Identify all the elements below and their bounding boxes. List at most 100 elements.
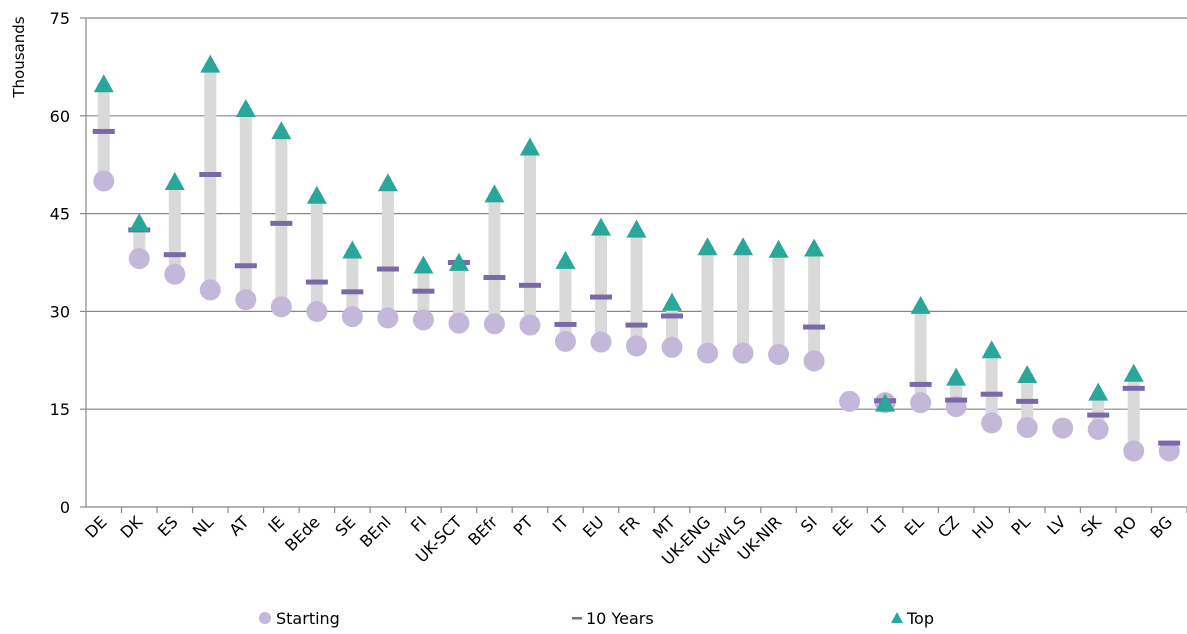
top-point-UK-ENG — [698, 237, 718, 255]
x-tick-label: EU — [579, 512, 608, 541]
ten-years-mark-BEde — [306, 280, 328, 285]
x-tick-label: PL — [1007, 512, 1034, 539]
y-tick-label: 60 — [50, 107, 70, 126]
x-tick-label: SI — [797, 512, 821, 536]
ten-years-mark-FI — [412, 289, 434, 294]
top-point-RO — [1124, 364, 1144, 382]
ten-years-mark-NL — [199, 172, 221, 177]
x-tick-label: BEfr — [464, 512, 501, 549]
ten-years-mark-SK — [1087, 413, 1109, 418]
range-bar-HU — [986, 349, 998, 423]
top-point-NL — [200, 55, 220, 73]
y-axis-title: Thousands — [10, 16, 28, 98]
y-axis-ticks: 0 15 30 45 60 75 — [50, 9, 70, 517]
ten-years-mark-CZ — [945, 398, 967, 403]
x-tick-label: IE — [264, 512, 288, 536]
top-point-UK-WLS — [733, 237, 753, 255]
ten-years-mark-BEnl — [377, 267, 399, 272]
range-bar-RO — [1128, 373, 1140, 451]
x-tick-label: LV — [1043, 512, 1069, 538]
ten-years-mark-RO — [1123, 386, 1145, 391]
range-bar-SI — [808, 248, 820, 361]
ten-years-mark-SE — [341, 289, 363, 294]
range-bar-IE — [275, 130, 287, 307]
x-tick-label: FI — [407, 512, 430, 535]
starting-point-UK-ENG — [697, 343, 718, 364]
starting-point-FI — [413, 309, 434, 330]
x-tick-label: AT — [225, 512, 252, 539]
ten-years-mark-PT — [519, 283, 541, 288]
top-point-BEnl — [378, 173, 398, 191]
ten-years-mark-DE — [93, 129, 115, 134]
starting-point-SK — [1088, 419, 1109, 440]
starting-point-BEfr — [484, 313, 505, 334]
top-point-SI — [804, 239, 824, 257]
starting-point-DE — [93, 171, 114, 192]
top-point-BEfr — [484, 184, 504, 202]
top-point-FI — [413, 255, 433, 273]
starting-point-EE — [839, 391, 860, 412]
top-point-IT — [555, 251, 575, 269]
legend-top-swatch — [891, 612, 903, 623]
x-tick-label: EL — [901, 512, 928, 539]
ten-years-mark-HU — [981, 392, 1003, 397]
starting-point-NL — [200, 279, 221, 300]
x-tick-label: NL — [189, 512, 217, 540]
y-tick-label: 30 — [50, 302, 70, 321]
y-tick-label: 45 — [50, 205, 70, 224]
x-tick-label: LT — [867, 512, 892, 537]
x-tick-label: CZ — [934, 512, 963, 541]
ten-years-mark-MT — [661, 313, 683, 318]
top-point-PL — [1017, 365, 1037, 383]
starting-point-IT — [555, 331, 576, 352]
top-point-DK — [129, 213, 149, 231]
starting-point-UK-SCT — [448, 313, 469, 334]
top-point-EL — [911, 296, 931, 314]
ten-years-mark-EL — [910, 382, 932, 387]
range-bar-FR — [631, 229, 643, 346]
legend-ten-years-label: 10 Years — [586, 609, 654, 628]
ten-years-mark-EU — [590, 295, 612, 300]
x-tick-label: RO — [1110, 512, 1140, 542]
starting-point-EL — [910, 392, 931, 413]
ten-years-mark-BEfr — [483, 275, 505, 280]
top-point-CZ — [946, 368, 966, 386]
x-tick-label: SE — [331, 512, 359, 540]
y-tick-label: 15 — [50, 400, 70, 419]
top-point-HU — [982, 340, 1002, 358]
x-tick-label: IT — [549, 512, 573, 536]
range-bar-ES — [169, 181, 181, 274]
x-tick-label: HU — [968, 512, 998, 542]
range-bar-UK-NIR — [773, 249, 785, 355]
starting-point-DK — [129, 248, 150, 269]
ten-years-mark-ES — [164, 252, 186, 257]
ten-years-mark-IE — [270, 221, 292, 226]
top-point-UK-NIR — [769, 240, 789, 258]
starting-point-ES — [164, 264, 185, 285]
x-tick-label: ES — [154, 512, 182, 540]
starting-point-IE — [271, 296, 292, 317]
range-bar-BEde — [311, 195, 323, 312]
x-tick-label: DE — [81, 512, 110, 541]
range-bar-PT — [524, 146, 536, 325]
starting-point-MT — [662, 337, 683, 358]
range-bar-UK-WLS — [737, 246, 749, 353]
x-tick-label: SK — [1077, 512, 1105, 540]
starting-point-BEnl — [377, 307, 398, 328]
x-tick-label: FR — [616, 512, 644, 540]
range-bar-BEfr — [488, 193, 500, 323]
starting-point-EU — [590, 332, 611, 353]
top-point-EU — [591, 218, 611, 236]
x-tick-label: DK — [117, 512, 147, 542]
top-point-PT — [520, 137, 540, 155]
top-point-DE — [94, 74, 114, 92]
top-point-IE — [271, 121, 291, 139]
starting-point-AT — [235, 289, 256, 310]
starting-point-RO — [1123, 440, 1144, 461]
ten-years-mark-PL — [1016, 399, 1038, 404]
x-tick-label: BEde — [281, 512, 323, 554]
y-tick-label: 0 — [60, 498, 70, 517]
